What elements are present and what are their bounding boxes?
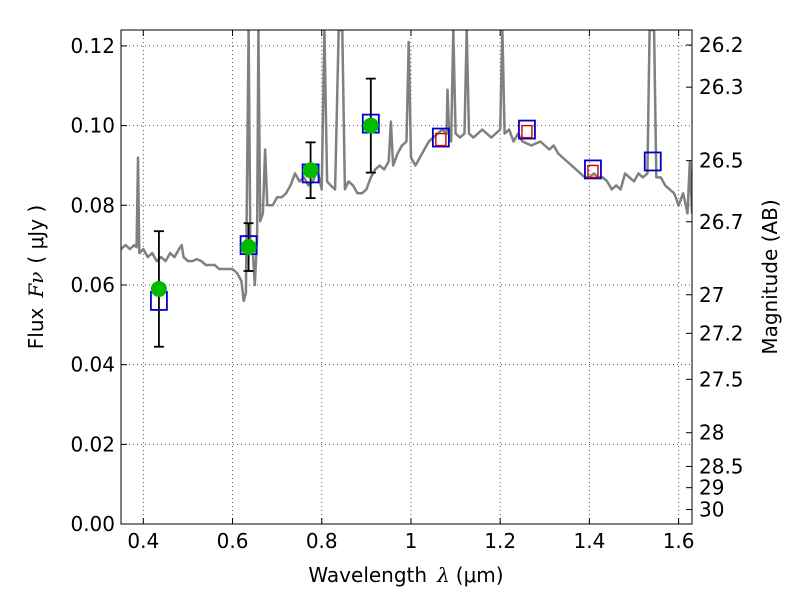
red-square-marker bbox=[587, 164, 599, 179]
x-axis-title: Wavelength λ (μm) bbox=[308, 563, 503, 587]
magnitude-tick-label: 26.3 bbox=[699, 75, 744, 99]
x-tick-label: 0.4 bbox=[127, 529, 159, 553]
magnitude-tick-label: 29 bbox=[699, 476, 724, 500]
y-tick-label: 0.08 bbox=[70, 193, 115, 217]
observed-point bbox=[362, 117, 379, 134]
y-tick-label: 0.10 bbox=[70, 114, 115, 138]
magnitude-tick-label: 27.2 bbox=[699, 321, 744, 345]
plot-frame bbox=[120, 29, 693, 525]
y-tick-label: 0.04 bbox=[70, 353, 115, 377]
magnitude-tick-label: 26.7 bbox=[699, 210, 744, 234]
x-tick-label: 0.8 bbox=[306, 529, 338, 553]
y-tick-label: 0.06 bbox=[70, 273, 115, 297]
model-photometry-square bbox=[643, 151, 662, 172]
ticks bbox=[121, 30, 692, 525]
y-axis-unit: ( μJy ) bbox=[24, 205, 48, 264]
magnitude-tick-label: 27 bbox=[699, 283, 724, 307]
magnitude-tick-label: 27.5 bbox=[699, 367, 744, 391]
x-tick-label: 1.2 bbox=[484, 529, 516, 553]
observed-point bbox=[240, 239, 257, 256]
y-tick-label: 0.02 bbox=[70, 432, 115, 456]
magnitude-tick-label: 30 bbox=[699, 498, 724, 522]
magnitude-tick-label: 26.2 bbox=[699, 33, 744, 57]
x-tick-label: 0.6 bbox=[217, 529, 249, 553]
magnitude-tick-label: 26.5 bbox=[699, 149, 744, 173]
red-square-marker bbox=[435, 132, 447, 147]
model-photometry-square bbox=[431, 127, 450, 148]
red-square-marker bbox=[521, 124, 533, 139]
x-axis-unit: (μm) bbox=[456, 563, 504, 587]
magnitude-tick-label: 28.5 bbox=[699, 454, 744, 478]
y-tick-label: 0.00 bbox=[70, 512, 115, 536]
x-axis-symbol: λ bbox=[436, 563, 450, 587]
tick-labels: 0.4 0.6 0.8 1 1.2 1.4 1.6 0.00 0.02 0.04 0.06 0.08 0… bbox=[70, 33, 743, 553]
y-tick-label: 0.12 bbox=[70, 34, 115, 58]
model-spectrum-layer bbox=[121, 30, 692, 303]
magnitude-tick-label: 28 bbox=[699, 421, 724, 445]
x-tick-label: 1 bbox=[405, 529, 418, 553]
y-axis-symbol: Fν bbox=[24, 272, 48, 299]
model-photometry-square bbox=[518, 119, 536, 140]
x-axis-title-text: Wavelength bbox=[308, 563, 427, 587]
secondary-y-axis-title: Magnitude (AB) bbox=[758, 199, 782, 354]
x-tick-label: 1.4 bbox=[573, 529, 605, 553]
y-axis-title: Flux Fν ( μJy ) bbox=[24, 205, 48, 349]
y-axis-title-text: Flux bbox=[24, 307, 48, 349]
markers bbox=[150, 113, 662, 311]
x-tick-label: 1.6 bbox=[663, 529, 695, 553]
observed-point bbox=[150, 280, 167, 297]
observed-point bbox=[302, 162, 319, 179]
model-spectrum-line bbox=[121, 30, 692, 303]
model-photometry-square bbox=[584, 159, 602, 180]
